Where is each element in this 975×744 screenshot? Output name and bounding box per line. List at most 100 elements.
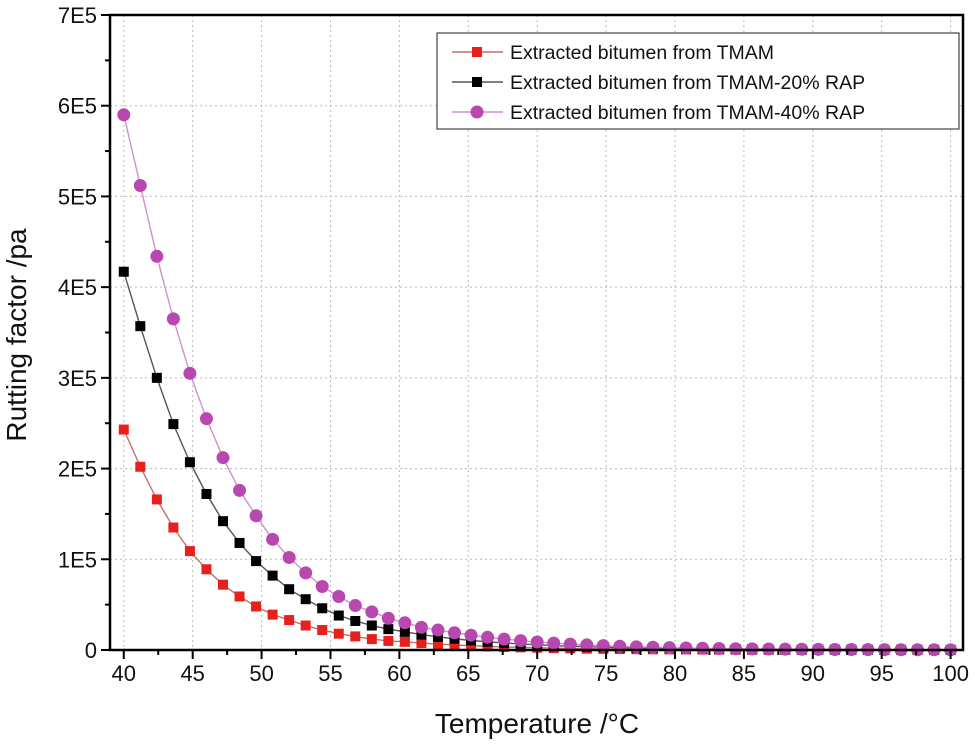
data-point <box>317 603 328 614</box>
x-tick-label: 40 <box>112 661 136 686</box>
data-point <box>481 630 495 644</box>
y-tick-label: 0 <box>85 638 97 663</box>
data-point <box>234 537 245 548</box>
data-point <box>251 601 262 612</box>
data-point <box>267 570 278 581</box>
data-point <box>432 631 443 642</box>
data-point <box>199 412 213 426</box>
data-point <box>133 179 147 193</box>
data-point <box>166 312 180 326</box>
data-point <box>416 638 427 649</box>
data-point <box>299 566 313 580</box>
data-point <box>530 635 544 649</box>
data-point <box>284 615 295 626</box>
data-point <box>563 637 577 651</box>
legend-box <box>436 32 960 130</box>
data-point <box>284 584 295 595</box>
y-tick-label: 4E5 <box>58 275 97 300</box>
legend-label: Extracted bitumen from TMAM <box>510 42 774 64</box>
y-tick-label: 3E5 <box>58 366 97 391</box>
data-point <box>135 321 146 332</box>
data-point <box>201 564 212 575</box>
data-point <box>580 638 594 652</box>
x-tick-label: 60 <box>387 661 411 686</box>
x-tick-label: 100 <box>932 661 969 686</box>
data-point <box>300 620 311 631</box>
data-point <box>300 594 311 605</box>
x-tick-label: 55 <box>318 661 342 686</box>
y-tick-label: 5E5 <box>58 184 97 209</box>
data-point <box>217 516 228 527</box>
data-point <box>399 636 410 647</box>
x-axis-title: Temperature /°C <box>435 708 639 739</box>
data-point <box>267 609 278 620</box>
y-tick-label: 7E5 <box>58 3 97 28</box>
data-point <box>184 546 195 557</box>
x-tick-label: 90 <box>801 661 825 686</box>
legend-label: Extracted bitumen from TMAM-20% RAP <box>510 72 865 94</box>
data-point <box>497 632 511 646</box>
data-point <box>251 556 262 567</box>
legend-marker <box>472 47 482 57</box>
y-tick-label: 2E5 <box>58 457 97 482</box>
data-point <box>679 641 693 655</box>
data-point <box>233 483 247 497</box>
data-point <box>168 419 179 430</box>
data-point <box>117 108 131 122</box>
y-axis-title: Rutting factor /pa <box>1 228 32 442</box>
data-point <box>118 424 129 435</box>
data-point <box>464 628 478 642</box>
data-point <box>383 635 394 646</box>
data-point <box>365 605 379 619</box>
data-point <box>448 626 462 640</box>
data-point <box>201 488 212 499</box>
data-point <box>168 522 179 533</box>
data-point <box>729 642 743 656</box>
x-tick-label: 85 <box>732 661 756 686</box>
data-point <box>151 494 162 505</box>
legend-marker <box>470 105 484 119</box>
data-point <box>348 599 362 613</box>
data-point <box>350 631 361 642</box>
data-point <box>216 451 230 465</box>
data-point <box>249 509 263 523</box>
data-point <box>399 626 410 637</box>
data-point <box>646 640 660 654</box>
data-point <box>217 579 228 590</box>
data-point <box>432 639 443 650</box>
data-point <box>381 611 395 625</box>
data-point <box>150 249 164 263</box>
x-tick-label: 50 <box>249 661 273 686</box>
x-tick-label: 65 <box>456 661 480 686</box>
x-tick-label: 70 <box>525 661 549 686</box>
data-point <box>184 457 195 468</box>
data-point <box>431 623 445 637</box>
data-point <box>266 532 280 546</box>
x-tick-label: 80 <box>663 661 687 686</box>
legend: Extracted bitumen from TMAM Extracted bit… <box>436 32 960 130</box>
data-point <box>317 625 328 636</box>
data-point <box>414 620 428 634</box>
data-point <box>282 550 296 564</box>
legend-marker <box>472 77 482 87</box>
data-point <box>696 641 710 655</box>
y-tick-label: 1E5 <box>58 547 97 572</box>
data-point <box>547 636 561 650</box>
data-point <box>234 591 245 602</box>
data-point <box>712 642 726 656</box>
data-point <box>366 634 377 645</box>
data-point <box>383 624 394 635</box>
data-point <box>514 634 528 648</box>
x-tick-label: 95 <box>869 661 893 686</box>
legend-label: Extracted bitumen from TMAM-40% RAP <box>510 102 865 124</box>
data-point <box>366 620 377 631</box>
data-point <box>466 640 477 651</box>
data-point <box>332 589 346 603</box>
data-point <box>135 461 146 472</box>
data-point <box>449 640 460 651</box>
x-tick-label: 45 <box>180 661 204 686</box>
data-point <box>416 629 427 640</box>
data-point <box>398 616 412 630</box>
x-tick-label: 75 <box>594 661 618 686</box>
